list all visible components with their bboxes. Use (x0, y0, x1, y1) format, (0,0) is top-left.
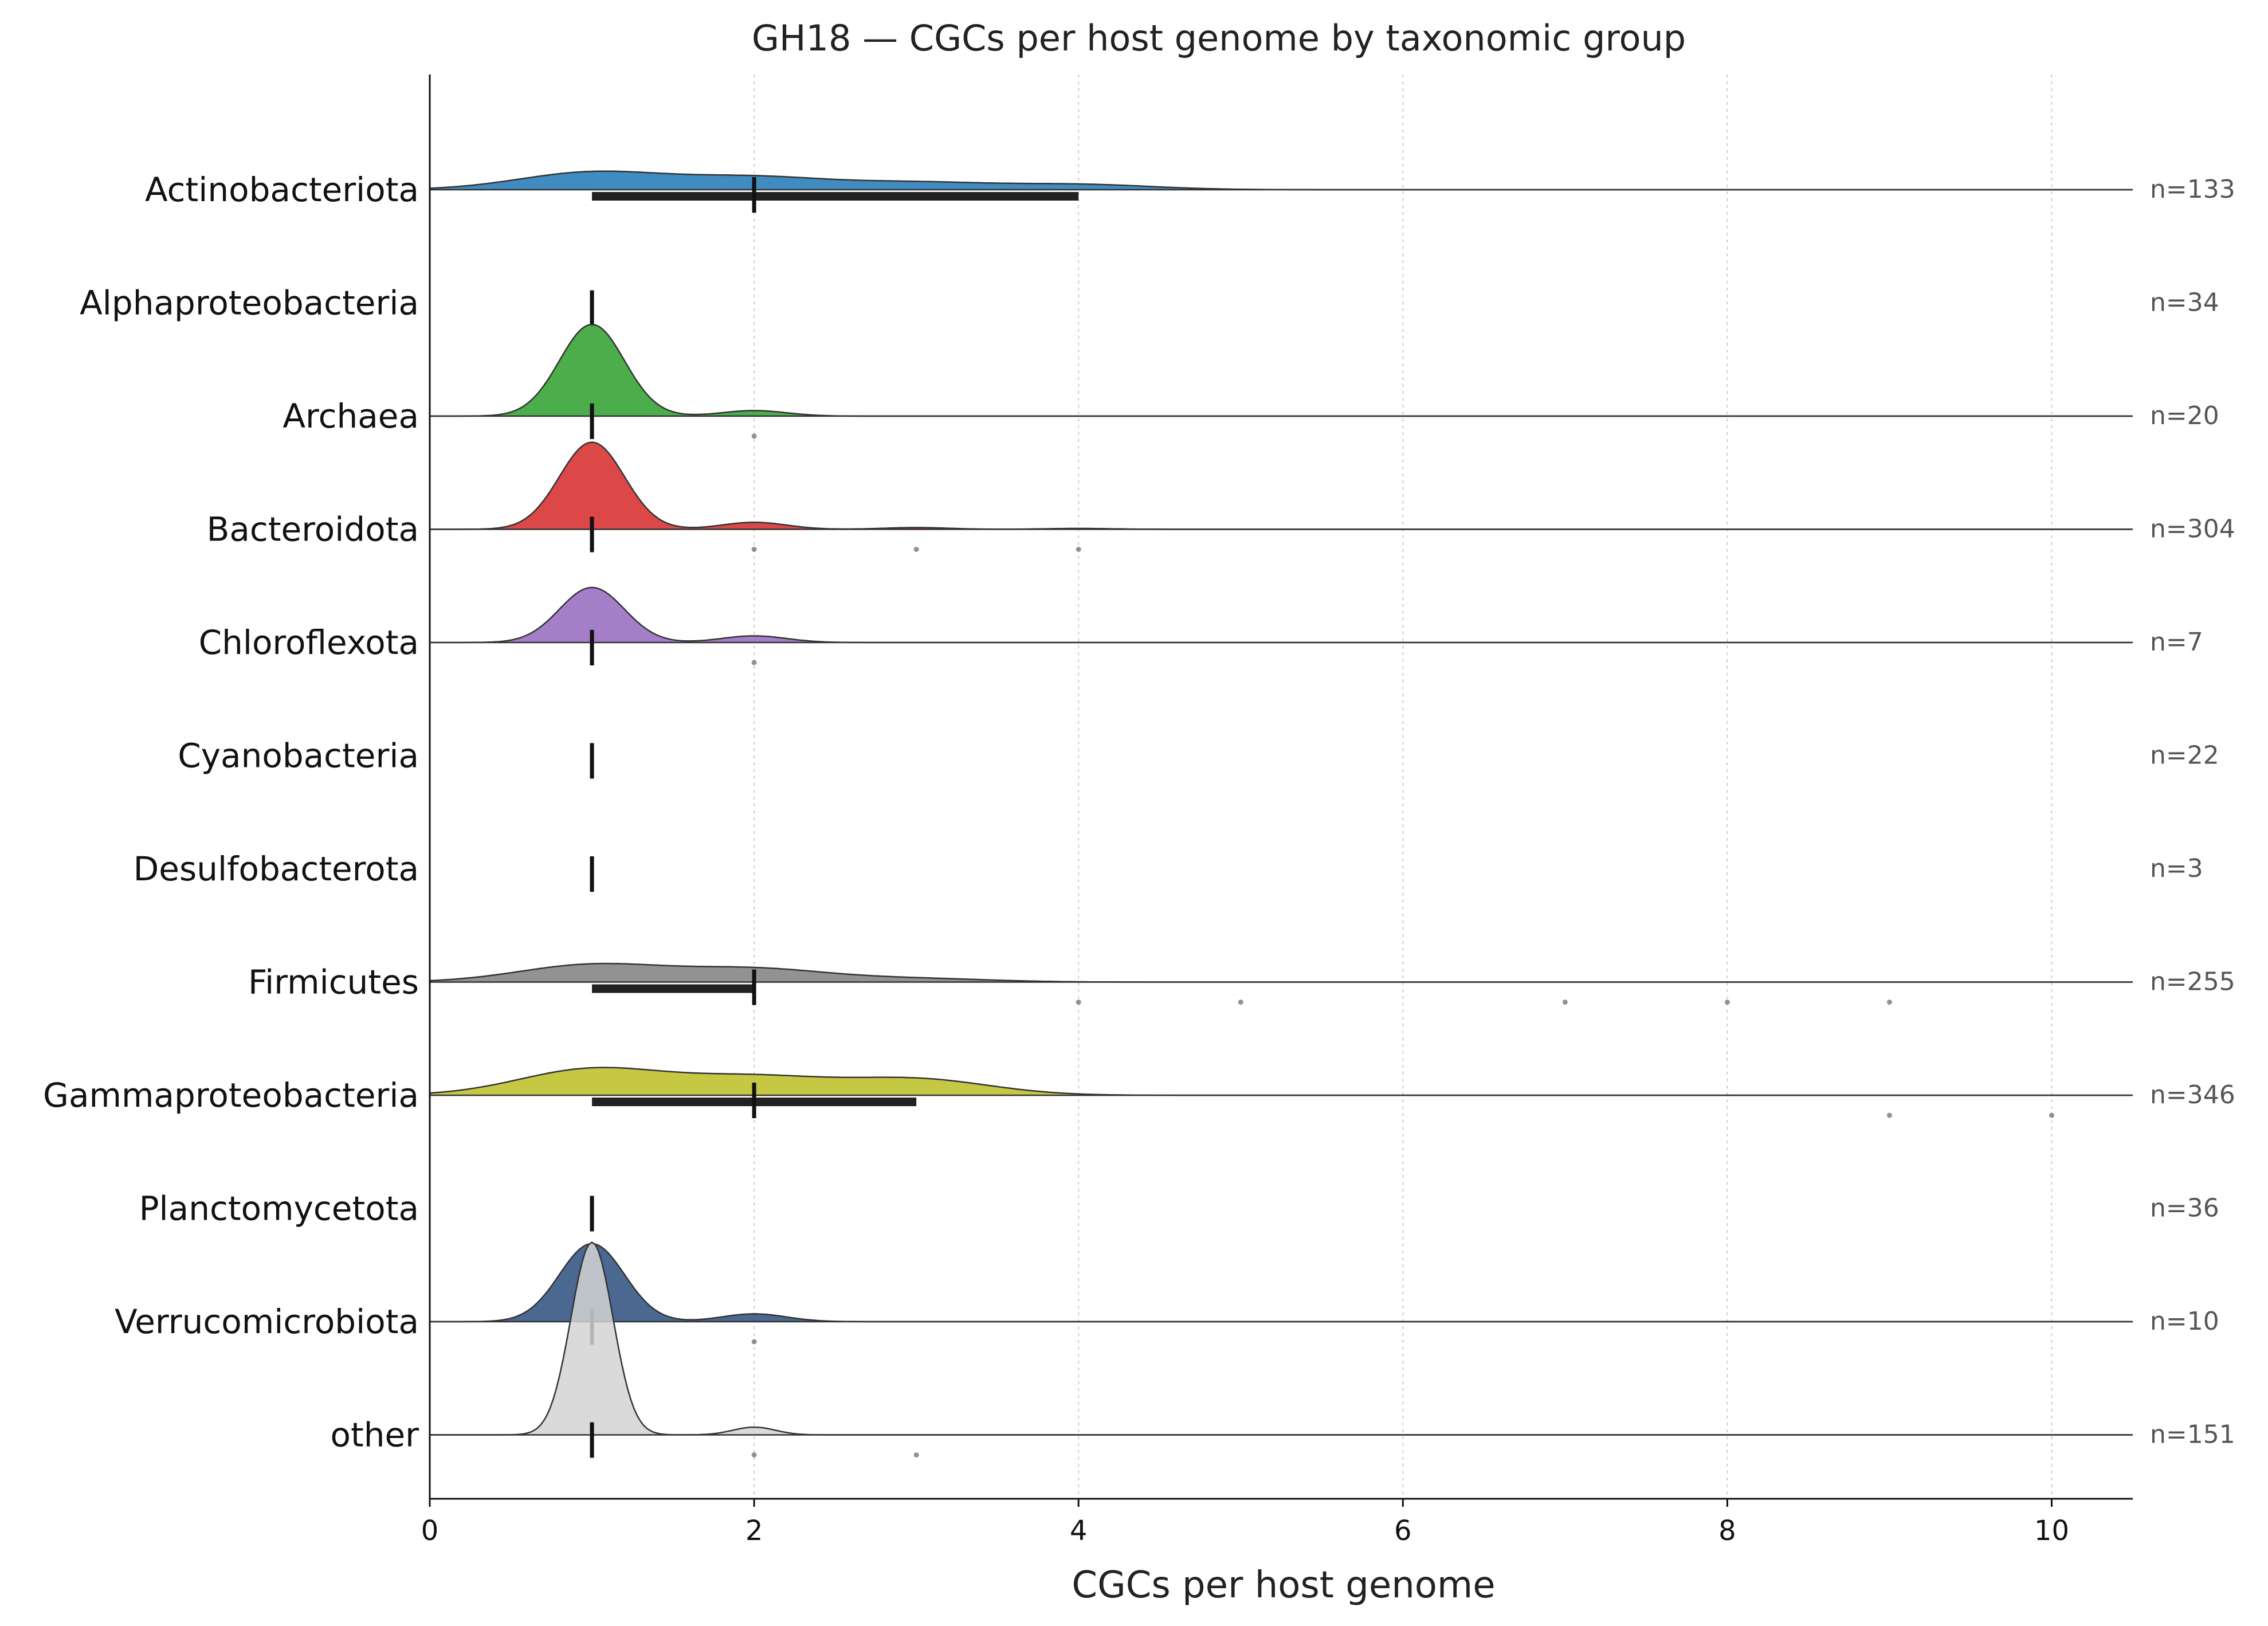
iqr-bar-actinobacteriota (592, 192, 1079, 201)
x-tick-label: 2 (745, 1515, 763, 1547)
n-count-label: n=10 (2150, 1307, 2219, 1336)
ridge-area-verrucomicrobiota (430, 1244, 2133, 1322)
n-count-label: n=22 (2150, 741, 2219, 770)
ridge-area-other (430, 1242, 2133, 1435)
ridges (429, 170, 2133, 1458)
ridge-outline-bacteroidota (430, 441, 2133, 530)
outlier-point-gammaproteobacteria (2049, 1112, 2054, 1118)
n-count-label: n=34 (2150, 288, 2219, 318)
outlier-point-verrucomicrobiota (751, 1339, 757, 1345)
outlier-point-firmicutes (1238, 1000, 1243, 1005)
outlier-point-bacteroidota (1076, 547, 1081, 552)
y-tick-label: Firmicutes (248, 963, 419, 1002)
outlier-point-bacteroidota (751, 547, 757, 552)
outlier-point-firmicutes (1724, 1000, 1730, 1005)
y-tick-label: Archaea (282, 397, 419, 436)
x-tick-label: 4 (1070, 1515, 1088, 1547)
n-count-label: n=255 (2150, 967, 2235, 997)
y-tick-label: Cyanobacteria (178, 736, 419, 775)
outlier-point-chloroflexota (751, 660, 757, 665)
ridge-area-actinobacteriota (430, 171, 2133, 190)
outlier-point-firmicutes (1562, 1000, 1568, 1005)
axes: Actinobacteriota n=133 Alphaproteobacteria… (43, 75, 2235, 1547)
outlier-point-other (913, 1452, 919, 1457)
n-count-label: n=20 (2150, 401, 2219, 430)
iqr-bar-firmicutes (592, 984, 755, 993)
y-tick-label: Alphaproteobacteria (80, 284, 419, 323)
ridge-outline-archaea (430, 323, 2133, 417)
ridge-area-chloroflexota (430, 587, 2133, 642)
y-tick-label: Gammaproteobacteria (43, 1076, 419, 1115)
n-count-label: n=133 (2150, 175, 2235, 204)
x-tick-label: 0 (421, 1515, 439, 1547)
ridge-outline-other (430, 1241, 2133, 1436)
y-tick-label: Actinobacteriota (145, 170, 419, 209)
outlier-point-firmicutes (1886, 1000, 1892, 1005)
n-count-label: n=36 (2150, 1194, 2219, 1223)
y-tick-label: Chloroflexota (199, 623, 419, 662)
outlier-point-firmicutes (1076, 1000, 1081, 1005)
grid-lines (754, 75, 2053, 1499)
ridge-area-bacteroidota (430, 442, 2133, 530)
y-tick-label: Bacteroidota (207, 510, 419, 549)
outlier-point-other (751, 1452, 757, 1457)
y-tick-label: Planctomycetota (139, 1189, 419, 1228)
n-count-label: n=7 (2150, 628, 2203, 657)
ridge-area-gammaproteobacteria (430, 1067, 2133, 1095)
y-tick-label: Verrucomicrobiota (115, 1302, 419, 1341)
chart-title: GH18 — CGCs per host genome by taxonomic… (752, 17, 1686, 59)
x-axis-label: CGCs per host genome (1072, 1564, 1495, 1607)
ridge-area-archaea (430, 324, 2133, 416)
outlier-point-gammaproteobacteria (1886, 1112, 1892, 1118)
n-count-label: n=3 (2150, 854, 2203, 883)
n-count-label: n=304 (2150, 515, 2235, 544)
n-count-label: n=151 (2150, 1420, 2235, 1449)
ridge-outline-chloroflexota (430, 586, 2133, 644)
outlier-point-bacteroidota (913, 547, 919, 552)
y-tick-label: Desulfobacterota (134, 849, 419, 888)
n-count-label: n=346 (2150, 1080, 2235, 1110)
x-tick-label: 6 (1394, 1515, 1412, 1547)
outlier-point-archaea (751, 433, 757, 439)
y-tick-label: other (330, 1416, 419, 1455)
x-tick-label: 10 (2034, 1515, 2069, 1547)
x-tick-label: 8 (1718, 1515, 1736, 1547)
ridge-outline-verrucomicrobiota (430, 1243, 2133, 1323)
ridge-area-firmicutes (430, 963, 2133, 982)
